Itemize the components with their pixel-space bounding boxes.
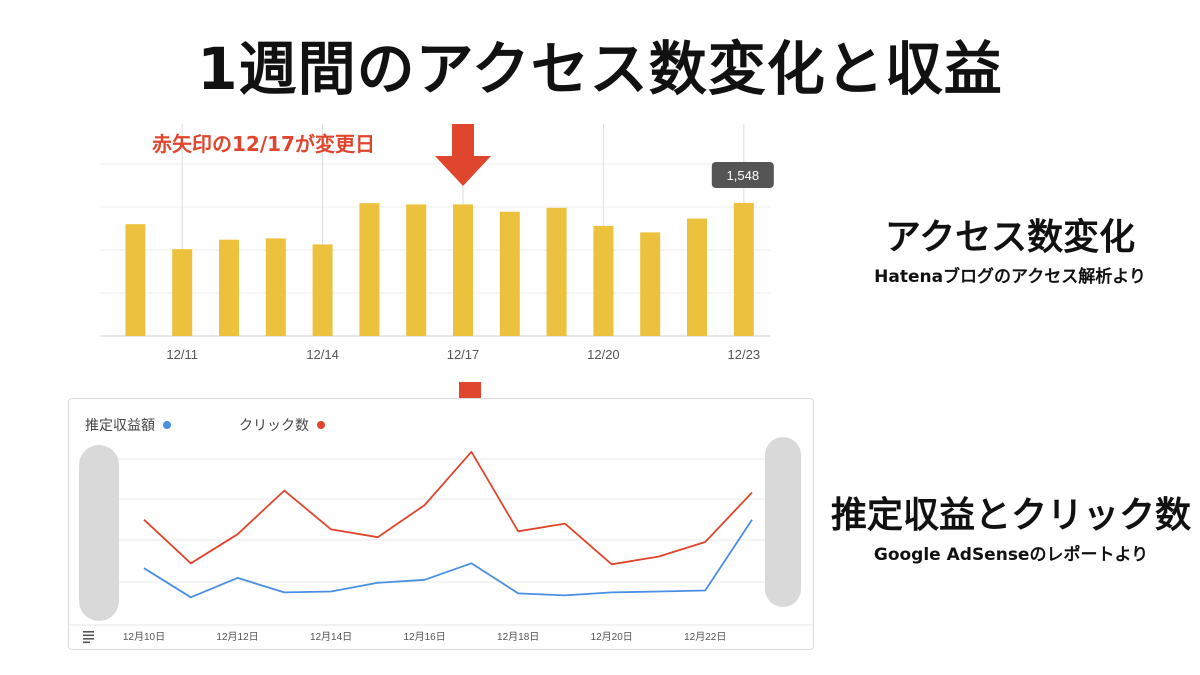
legend-swatch (163, 421, 171, 429)
line-x-tick-label: 12月16日 (403, 631, 445, 643)
access-chart-title: アクセス数変化 (884, 217, 1136, 258)
bar-x-tick-label: 12/20 (587, 347, 620, 362)
line-x-tick-label: 12月20日 (591, 631, 633, 643)
line-x-tick-label: 12月22日 (684, 631, 726, 643)
line-x-tick-label: 12月18日 (497, 631, 539, 643)
bar-12/15 (359, 203, 380, 336)
change-date-annotation: 赤矢印の12/17が変更日 (152, 132, 375, 156)
bar-12/11 (172, 249, 193, 336)
adsense-line-chart: 推定収益額 クリック数 12月10日 12月12日 12月14日 12月16日 12月18… (69, 417, 813, 644)
line-x-tick-label: 12月12日 (216, 631, 258, 643)
legend-label: 推定収益額 (85, 417, 155, 433)
line-x-tick-label: 12月14日 (310, 631, 352, 643)
bar-12/20 (593, 225, 614, 336)
series-line-clicks (143, 450, 753, 566)
bar-12/21 (640, 232, 661, 336)
bar-x-tick-label: 12/23 (728, 347, 761, 362)
revenue-chart-subtitle: Google AdSenseのレポートより (873, 545, 1149, 565)
bar-12/23 (733, 202, 754, 336)
bar-12/19 (546, 207, 567, 336)
bar-12/17 (453, 204, 473, 336)
bar-12/16 (406, 204, 427, 336)
tooltip-value: 1,548 (727, 168, 760, 183)
bar-12/14 (312, 244, 333, 336)
bar-x-tick-label: 12/17 (447, 347, 480, 362)
revenue-chart-title: 推定収益とクリック数 (830, 495, 1191, 536)
line-x-tick-label: 12月10日 (123, 631, 165, 643)
bar-x-tick-label: 12/11 (166, 347, 198, 362)
right-scroll-handle[interactable] (765, 437, 801, 607)
adsense-report-panel: 推定収益額 クリック数 12月10日 12月12日 12月14日 12月16日 12月18… (68, 398, 814, 650)
bar-12/13 (265, 238, 286, 336)
bar-12/12 (219, 239, 239, 336)
menu-icon[interactable] (83, 631, 94, 644)
access-chart-subtitle: Hatenaブログのアクセス解析より (874, 267, 1146, 287)
series-line-revenue (143, 519, 753, 599)
legend-swatch (317, 421, 325, 429)
value-tooltip (711, 162, 774, 188)
access-bar-chart: 12/11 12/14 12/17 12/20 12/23 1,548 (100, 124, 774, 362)
bar-12/22 (687, 218, 707, 336)
bar-12/10 (125, 224, 146, 336)
legend-label: クリック数 (239, 417, 309, 433)
down-arrow-icon (435, 124, 491, 186)
bar-x-tick-label: 12/14 (306, 347, 339, 362)
left-scroll-handle[interactable] (79, 445, 119, 621)
page-title: 1週間のアクセス数変化と収益 (197, 35, 1003, 103)
bar-12/18 (499, 211, 520, 336)
